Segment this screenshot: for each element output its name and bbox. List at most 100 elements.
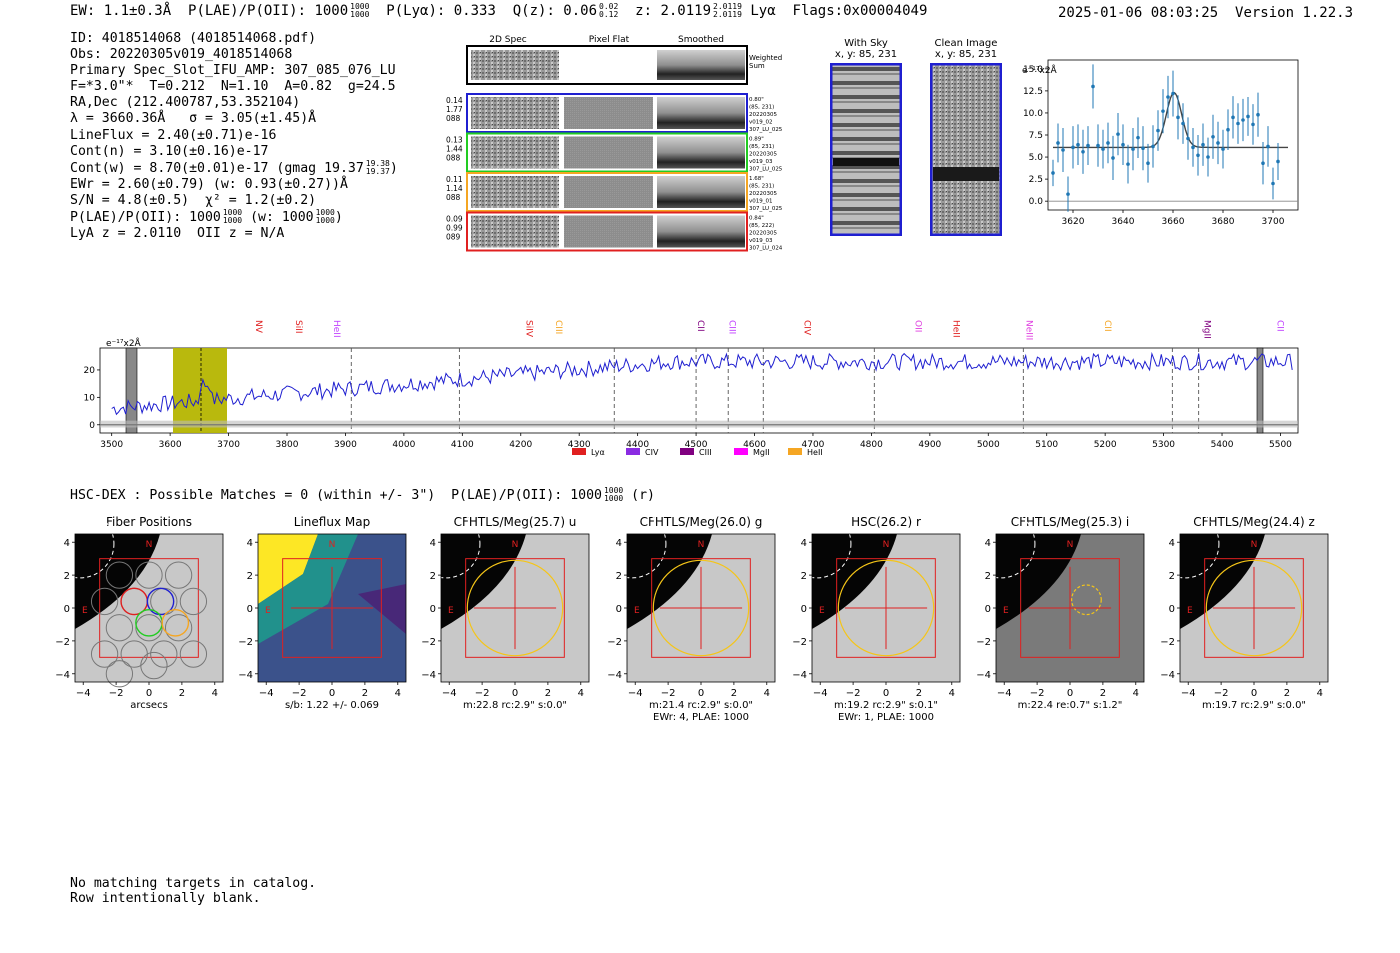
spectrum-xtick-label: 3800 xyxy=(276,440,299,450)
fiber-stat: 1.77 xyxy=(446,105,463,114)
info-fwhm: F=*3.0"* T=0.212 N=1.10 A=0.82 g=24.5 xyxy=(70,79,396,95)
cutout-xtick-label: 2 xyxy=(1284,688,1290,699)
fiber-smoothed xyxy=(657,136,745,169)
zoom-point xyxy=(1111,156,1115,160)
cutout-xtick-label: 4 xyxy=(395,688,401,699)
cutout-caption-2: EWr: 1, PLAE: 1000 xyxy=(838,712,934,723)
zoom-xtick-label: 3680 xyxy=(1212,217,1235,227)
info-ewr: EWr = 2.60(±0.79) (w: 0.93(±0.27))Å xyxy=(70,176,348,192)
footer-line2: Row intentionally blank. xyxy=(70,891,261,906)
fiber-circle xyxy=(135,561,163,589)
fiber-stat: 089 xyxy=(446,233,461,242)
contw-lo: 19.37 xyxy=(365,166,390,176)
cutout-ytick-label: 0 xyxy=(430,604,436,615)
search-box xyxy=(282,558,382,658)
plae-range: 1000 1000 xyxy=(350,3,369,19)
cutout-xtick-label: 0 xyxy=(698,688,704,699)
fiber-stat: 0.99 xyxy=(446,224,463,233)
cutout-figure: CFHTLS/Meg(25.3) i N E −4 −2 0 2 4 4 2 0 −2 −4 m:22.4… xyxy=(966,509,1145,711)
fiber-meta: 307_LU_025 xyxy=(749,167,783,173)
legend-label: HeII xyxy=(807,448,823,457)
zoom-point xyxy=(1116,132,1120,136)
lineflux-low xyxy=(358,584,406,634)
fiber-meta: 20220305 xyxy=(749,112,777,118)
zoom-point xyxy=(1121,142,1125,147)
fiber-meta: 307_LU_025 xyxy=(749,127,783,133)
north-label: N xyxy=(146,540,153,550)
col-title-2dspec: 2D Spec xyxy=(489,35,526,45)
zoom-point xyxy=(1176,115,1180,120)
line-fit-plot: e⁻¹⁷x2Å 3620 3640 3660 3680 3700 0.0 2.5 5.0 7.5… xyxy=(1022,59,1299,227)
zoom-point xyxy=(1106,141,1110,145)
fiber-stat: 088 xyxy=(446,154,461,163)
fiber-stat: 088 xyxy=(446,114,461,123)
cutout-title: CFHTLS/Meg(26.0) g xyxy=(640,515,763,529)
with-sky-image xyxy=(830,63,902,236)
spectrum-ytick-label: 0 xyxy=(89,421,95,431)
fiber-circle xyxy=(90,587,119,616)
cutout-ytick-label: 2 xyxy=(430,571,436,582)
cutout-panel: CFHTLS/Meg(25.3) i N E −4 −2 0 2 4 4 2 0 −2 −4 m:22.4… xyxy=(966,509,1156,731)
with-sky-title: With Sky xyxy=(844,38,888,49)
clean-image xyxy=(930,63,1002,236)
cutout-title: Lineflux Map xyxy=(294,515,370,529)
zoom-point xyxy=(1156,128,1160,133)
flags-value: Flags:0x00004049 xyxy=(792,3,928,19)
info-sn: S/N = 4.8(±0.5) χ² = 1.2(±0.2) xyxy=(70,192,317,208)
spectrum-line xyxy=(111,351,1293,416)
cutout-ytick-label: 2 xyxy=(801,571,807,582)
datetime: 2025-01-06 08:03:25 xyxy=(1058,5,1219,21)
cutout-xtick-label: 2 xyxy=(179,688,185,699)
cutout-ytick-label: 4 xyxy=(616,538,622,549)
info-plae-w: (w: 1000 xyxy=(250,210,314,226)
header-summary: EW: 1.1±0.3Å P(LAE)/P(OII): 1000 1000 1000… xyxy=(70,3,928,20)
cutout-panel: HSC(26.2) r N E −4 −2 0 2 4 4 2 0 −2 −4 m:19.2 rc:2.9… xyxy=(782,509,972,731)
cutout-xtick-label: 0 xyxy=(512,688,518,699)
fiber-smoothed xyxy=(657,215,745,248)
fiber-circle xyxy=(105,660,134,688)
zoom-xtick-label: 3620 xyxy=(1062,217,1085,227)
zoom-point xyxy=(1241,118,1245,122)
zoom-ytick-label: 15.0 xyxy=(1023,65,1043,75)
emission-line-label: CII xyxy=(695,320,705,332)
zoom-fit-curve xyxy=(1053,91,1288,149)
cutout-xtick-label: 4 xyxy=(1133,688,1139,699)
north-label: N xyxy=(1251,540,1258,550)
fiber-circle xyxy=(150,640,178,668)
search-box xyxy=(99,558,199,658)
bright-source xyxy=(996,534,1081,629)
cutout-ytick-label: −4 xyxy=(976,670,991,681)
bright-source xyxy=(75,534,160,629)
spectrum-xtick-label: 5500 xyxy=(1269,440,1292,450)
zoom-point xyxy=(1191,145,1195,150)
col-title-smoothed: Smoothed xyxy=(678,35,724,45)
spectrum-xtick-label: 5100 xyxy=(1035,440,1058,450)
spectrum-xtick-label: 3500 xyxy=(100,440,123,450)
fiber-meta: (85, 222) xyxy=(749,223,774,229)
info-contn: Cont(n) = 3.10(±0.16)e-17 xyxy=(70,143,269,159)
cutout-caption-2: EWr: 4, PLAE: 1000 xyxy=(653,712,749,723)
fiber-meta: v019_01 xyxy=(749,199,773,205)
search-box xyxy=(1204,558,1304,658)
fiber-circle xyxy=(135,614,163,642)
legend-swatch xyxy=(788,448,802,455)
weighted-sum-smoothed xyxy=(657,50,745,80)
masked-region-left xyxy=(125,347,138,434)
cutout-xtick-label: −2 xyxy=(1030,688,1045,699)
zoom-point xyxy=(1071,145,1075,150)
fiber-stat: 088 xyxy=(446,193,461,202)
zoom-ytick-label: 12.5 xyxy=(1023,87,1043,97)
fiber-pixelflat xyxy=(564,136,653,169)
fiber-circle xyxy=(164,614,193,642)
ew-value: EW: 1.1±0.3Å xyxy=(70,3,172,19)
zoom-point xyxy=(1211,134,1215,139)
fiber-meta: 20220305 xyxy=(749,152,777,158)
bright-source xyxy=(441,534,526,629)
clean-image-title: Clean Image xyxy=(934,38,998,49)
cutout-ytick-label: −4 xyxy=(792,670,807,681)
zoom-point xyxy=(1221,147,1225,151)
emission-line-label: CIII xyxy=(726,320,736,334)
east-label: E xyxy=(819,606,825,616)
zoom-point xyxy=(1136,135,1140,140)
zoom-ylabel: e⁻¹⁷x2Å xyxy=(1022,64,1058,76)
